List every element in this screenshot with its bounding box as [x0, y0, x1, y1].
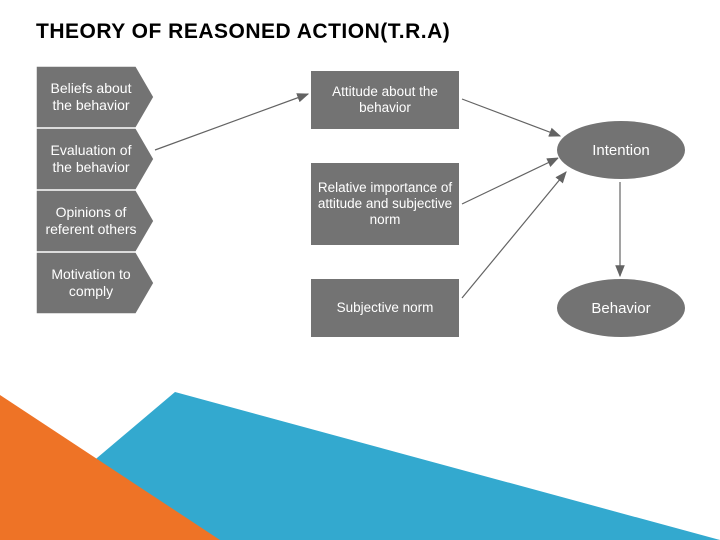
node-label: Beliefs about the behavior — [42, 80, 140, 114]
node-label: Opinions of referent others — [42, 204, 140, 238]
node-label: Evaluation of the behavior — [42, 142, 140, 176]
connector-attitude_right-intention_tl — [462, 99, 560, 136]
footer-graphic — [0, 370, 720, 540]
node-evaluation: Evaluation of the behavior — [36, 128, 154, 190]
node-behavior: Behavior — [556, 278, 686, 338]
connector-relimp_right-intention_ml — [462, 158, 558, 204]
node-relimp: Relative importance of attitude and subj… — [310, 162, 460, 246]
connector-subjnorm_right-intention_bl — [462, 172, 566, 298]
page-title: THEORY OF REASONED ACTION(T.R.A) — [36, 20, 450, 44]
node-label: Relative importance of attitude and subj… — [317, 180, 453, 229]
node-motivation: Motivation to comply — [36, 252, 154, 314]
node-label: Motivation to comply — [42, 266, 140, 300]
node-attitude: Attitude about the behavior — [310, 70, 460, 130]
node-beliefs: Beliefs about the behavior — [36, 66, 154, 128]
node-opinions: Opinions of referent others — [36, 190, 154, 252]
node-label: Intention — [592, 142, 650, 159]
node-label: Attitude about the behavior — [317, 84, 453, 116]
node-label: Subjective norm — [337, 300, 434, 316]
node-subjnorm: Subjective norm — [310, 278, 460, 338]
node-label: Behavior — [591, 300, 650, 317]
node-intention: Intention — [556, 120, 686, 180]
connector-beliefs_tip-attitude_left — [155, 94, 308, 150]
